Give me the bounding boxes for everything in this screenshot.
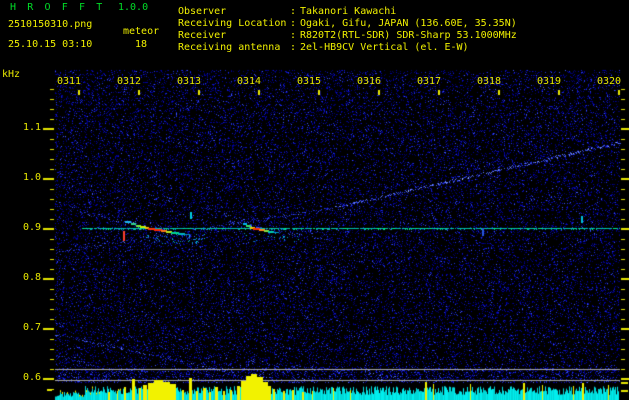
info-separator: : [290, 18, 297, 29]
freq-label-0.6: 0.6 [22, 372, 41, 383]
time-label-0317: 0317 [416, 76, 442, 87]
time-label-0319: 0319 [536, 76, 562, 87]
freq-label-0.9: 0.9 [22, 222, 41, 233]
info-value: 2el-HB9CV Vertical (el. E-W) [300, 42, 469, 53]
info-value: R820T2(RTL-SDR) SDR-Sharp 53.1000MHz [300, 30, 517, 41]
info-label: Receiver [178, 30, 227, 41]
info-value: Takanori Kawachi [300, 6, 397, 17]
time-label-0320: 0320 [596, 76, 622, 87]
mode-label: meteor [123, 26, 160, 37]
freq-axis-unit-label: kHz [2, 69, 21, 80]
time-label-0318: 0318 [476, 76, 502, 87]
time-label-0311: 0311 [56, 76, 82, 87]
time-label-0314: 0314 [236, 76, 262, 87]
time-label-0312: 0312 [116, 76, 142, 87]
info-row: Receiver: R820T2(RTL-SDR) SDR-Sharp 53.10… [178, 30, 517, 42]
time-label-0315: 0315 [296, 76, 322, 87]
info-label: Observer [178, 6, 227, 17]
info-separator: : [290, 6, 297, 17]
info-row: Receiving Location: Ogaki, Gifu, JAPAN (1… [178, 18, 517, 30]
freq-label-1.0: 1.0 [22, 172, 41, 183]
time-label-0316: 0316 [356, 76, 382, 87]
info-value: Ogaki, Gifu, JAPAN (136.60E, 35.35N) [300, 18, 517, 29]
echo-count: 18 [135, 39, 148, 50]
freq-label-0.8: 0.8 [22, 272, 41, 283]
freq-label-0.7: 0.7 [22, 322, 41, 333]
app-version: 1.0.0 [118, 2, 149, 13]
info-label: Receiving antenna [178, 42, 281, 53]
info-row: Receiving antenna:2el-HB9CV Vertical (el… [178, 42, 517, 54]
app-title: H R O F F T [10, 2, 105, 13]
info-separator: : [290, 30, 297, 41]
observation-timestamp: 25.10.15 03:10 [8, 39, 93, 50]
info-separator: : [290, 42, 297, 53]
info-label: Receiving Location [178, 18, 287, 29]
info-row: Observer: Takanori Kawachi [178, 6, 517, 18]
freq-label-1.1: 1.1 [22, 122, 41, 133]
time-label-0313: 0313 [176, 76, 202, 87]
station-info-block: Observer: Takanori Kawachi Receiving Locat… [178, 6, 517, 54]
output-filename: 2510150310.png [8, 19, 93, 30]
